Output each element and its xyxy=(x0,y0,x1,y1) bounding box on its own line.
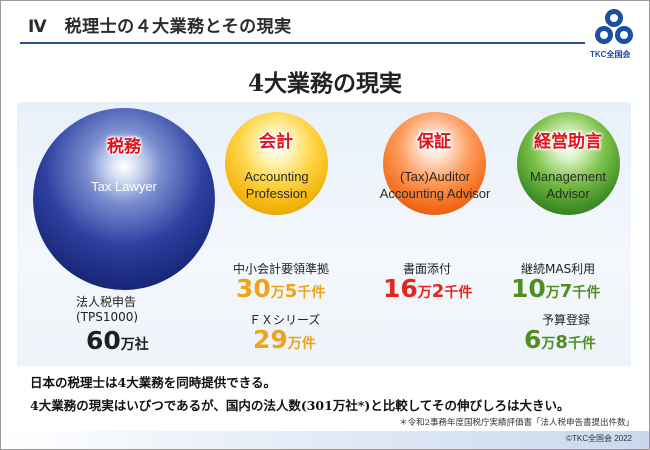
tkc-logo-icon xyxy=(595,9,633,44)
tax-circle xyxy=(33,108,215,290)
tax-stat-subcaption: (TPS1000) xyxy=(76,310,139,324)
accounting-stat-caption-2: ＦＸシリーズ xyxy=(249,313,321,327)
accounting-stat-caption-1: 中小会計要領準拠 xyxy=(233,262,330,276)
accounting-circle xyxy=(225,112,328,215)
assurance-circle xyxy=(383,112,486,215)
header-divider xyxy=(20,42,585,44)
management-label: 経営助言 xyxy=(534,132,602,152)
assurance-english-1: (Tax)Auditor xyxy=(399,169,471,184)
accounting-stat-value-2: 29万件 xyxy=(253,325,316,354)
management-stat-caption-2: 予算登録 xyxy=(542,313,591,327)
tax-english: Tax Lawyer xyxy=(91,179,157,194)
accounting-label: 会計 xyxy=(259,132,293,152)
assurance-english-2: Accounting Advisor xyxy=(379,186,491,201)
accounting-english-1: Accounting xyxy=(244,169,309,184)
management-stat-caption-1: 継続MAS利用 xyxy=(521,262,596,276)
assurance-label: 保証 xyxy=(417,132,451,152)
summary-line-2: 4大業務の現実はいびつであるが、国内の法人数(301万社*)と比較してその伸びし… xyxy=(30,398,570,413)
tax-stat-caption: 法人税申告 xyxy=(76,295,137,309)
management-english-2: Advisor xyxy=(546,186,590,201)
assurance-stat-value: 16万2千件 xyxy=(383,274,473,303)
management-circle xyxy=(517,112,620,215)
summary-line-1: 日本の税理士は4大業務を同時提供できる。 xyxy=(30,375,276,390)
management-stat-value-1: 10万7千件 xyxy=(511,274,601,303)
tax-stat-value: 60万社 xyxy=(86,326,149,355)
main-title: 4大業務の現実 xyxy=(247,70,402,97)
assurance-stat-caption: 書面添付 xyxy=(403,262,452,276)
slide-header-title: Ⅳ 税理士の４大業務とその現実 xyxy=(28,17,292,37)
footer-band xyxy=(1,431,649,449)
logo-caption: TKC全国会 xyxy=(590,50,631,59)
accounting-english-2: Profession xyxy=(245,186,308,201)
accounting-stat-value-1: 30万5千件 xyxy=(236,274,326,303)
management-english-1: Management xyxy=(530,169,606,184)
copyright-text: ©TKC全国会 2022 xyxy=(566,434,632,443)
tax-label: 税務 xyxy=(107,137,141,157)
management-stat-value-2: 6万8千件 xyxy=(524,325,596,354)
footnote: ＊令和2事務年度国税庁実績評価書「法人税申告書提出件数」 xyxy=(399,418,634,428)
